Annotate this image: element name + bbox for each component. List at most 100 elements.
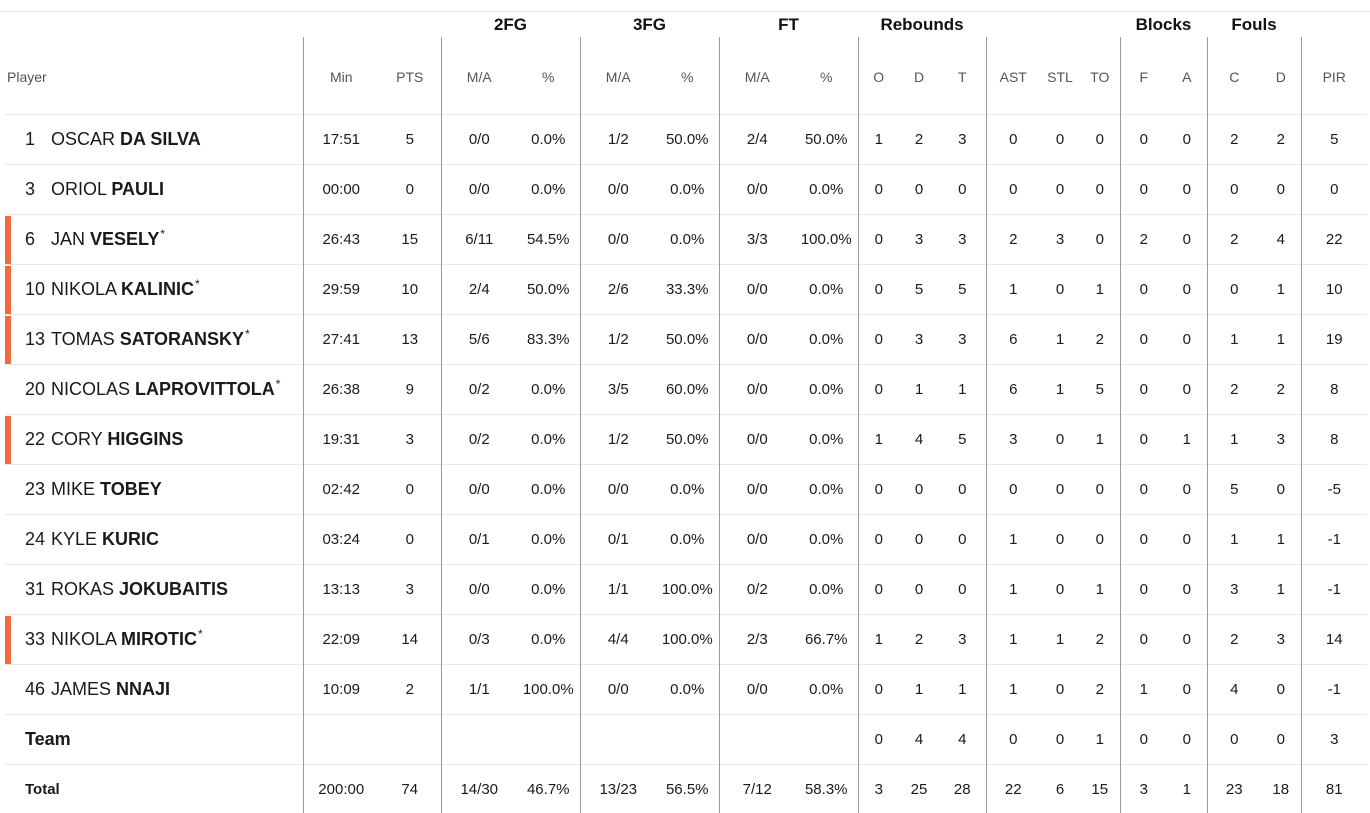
player-last-name[interactable]: HIGGINS: [107, 429, 183, 449]
stat-reb-d: 0: [899, 165, 939, 215]
col-fouls-c[interactable]: C: [1207, 37, 1261, 115]
col-blk-a[interactable]: A: [1167, 37, 1207, 115]
stat-reb-t: 4: [939, 715, 986, 765]
player-last-name[interactable]: SATORANSKY: [120, 329, 244, 349]
stat-stl: 0: [1040, 415, 1080, 465]
stat-ast: 0: [986, 165, 1040, 215]
stat-ft-pct: 0.0%: [795, 165, 858, 215]
stat-pts: 0: [379, 465, 441, 515]
player-last-name[interactable]: LAPROVITTOLA: [135, 379, 275, 399]
col-3fg-pct[interactable]: %: [656, 37, 719, 115]
stat-blk-f: 0: [1120, 715, 1167, 765]
stat-ft-ma: 0/0: [719, 315, 795, 365]
stat-3fg-pct: 50.0%: [656, 415, 719, 465]
stat-ast: 1: [986, 515, 1040, 565]
stat-blk-f: 0: [1120, 565, 1167, 615]
stat-blk-a: 0: [1167, 515, 1207, 565]
stat-pts: 15: [379, 215, 441, 265]
stat-to: 1: [1080, 415, 1120, 465]
col-fouls-d[interactable]: D: [1261, 37, 1301, 115]
stat-fouls-c: 23: [1207, 765, 1261, 813]
col-reb-o[interactable]: O: [858, 37, 899, 115]
player-last-name[interactable]: JOKUBAITIS: [119, 579, 228, 599]
stat-2fg-pct: 0.0%: [517, 565, 580, 615]
player-last-name[interactable]: DA SILVA: [120, 129, 201, 149]
col-ft-pct[interactable]: %: [795, 37, 858, 115]
stat-3fg-ma: 0/0: [580, 665, 656, 715]
col-blk-f[interactable]: F: [1120, 37, 1167, 115]
stat-ft-ma: 0/0: [719, 165, 795, 215]
player-number: 23: [25, 479, 51, 500]
player-last-name[interactable]: NNAJI: [116, 679, 170, 699]
stat-2fg-ma: 6/11: [441, 215, 517, 265]
stat-reb-o: 0: [858, 265, 899, 315]
box-score-table: 2FG 3FG FT Rebounds Blocks Fouls Player …: [5, 12, 1367, 813]
stat-ft-ma: 3/3: [719, 215, 795, 265]
player-last-name[interactable]: KALINIC: [121, 279, 194, 299]
player-last-name[interactable]: MIROTIC: [121, 629, 197, 649]
col-stl[interactable]: STL: [1040, 37, 1080, 115]
col-reb-t[interactable]: T: [939, 37, 986, 115]
player-last-name[interactable]: VESELY: [90, 229, 159, 249]
col-pts[interactable]: PTS: [379, 37, 441, 115]
on-court-marker: [5, 266, 11, 314]
stat-fouls-c: 2: [1207, 365, 1261, 415]
stat-min: 13:13: [303, 565, 379, 615]
col-reb-d[interactable]: D: [899, 37, 939, 115]
player-last-name[interactable]: KURIC: [102, 529, 159, 549]
col-min[interactable]: Min: [303, 37, 379, 115]
stat-pir: 5: [1301, 115, 1367, 165]
col-to[interactable]: TO: [1080, 37, 1120, 115]
player-last-name[interactable]: PAULI: [111, 179, 164, 199]
col-2fg-pct[interactable]: %: [517, 37, 580, 115]
col-player[interactable]: Player: [5, 37, 303, 115]
stat-fouls-d: 0: [1261, 165, 1301, 215]
starter-mark: *: [245, 327, 250, 341]
stat-fouls-d: 0: [1261, 665, 1301, 715]
stat-min: 29:59: [303, 265, 379, 315]
stat-3fg-ma: 1/2: [580, 115, 656, 165]
stat-to: 2: [1080, 315, 1120, 365]
stat-reb-d: 0: [899, 515, 939, 565]
col-3fg-ma[interactable]: M/A: [580, 37, 656, 115]
stat-blk-a: 1: [1167, 765, 1207, 813]
stat-pts: 14: [379, 615, 441, 665]
stat-to: 0: [1080, 215, 1120, 265]
stat-stl: 0: [1040, 565, 1080, 615]
col-pir[interactable]: PIR: [1301, 37, 1367, 115]
player-first-name: NIKOLA: [51, 629, 116, 649]
player-number: 6: [25, 229, 51, 250]
col-ast[interactable]: AST: [986, 37, 1040, 115]
player-last-name[interactable]: TOBEY: [100, 479, 162, 499]
stat-pts: [379, 715, 441, 765]
stat-2fg-pct: 0.0%: [517, 615, 580, 665]
player-number: 3: [25, 179, 51, 200]
col-ft-ma[interactable]: M/A: [719, 37, 795, 115]
col-2fg-ma[interactable]: M/A: [441, 37, 517, 115]
player-number: 24: [25, 529, 51, 550]
